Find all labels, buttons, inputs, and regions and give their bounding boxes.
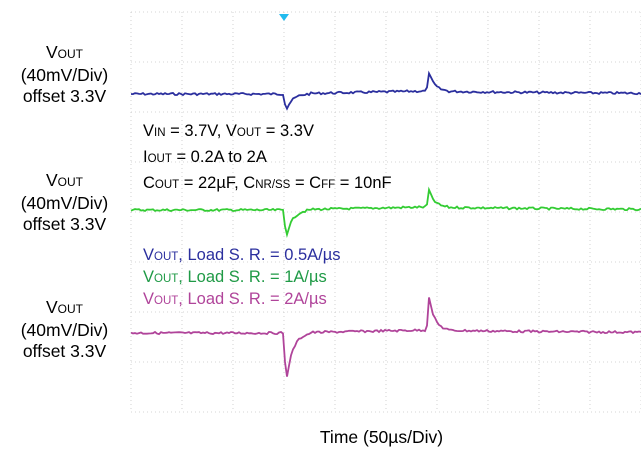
legend-entry-2: VOUT, Load S. R. = 2A/µs: [143, 290, 327, 308]
legend-entry-1: VOUT, Load S. R. = 1A/µs: [143, 268, 327, 286]
y-label-bottom: VOUT (40mV/Div) offset 3.3V: [20, 297, 109, 361]
y-label-top: VOUT (40mV/Div) offset 3.3V: [20, 42, 109, 106]
x-axis-label: Time (50µs/Div): [319, 427, 444, 447]
condition-capacitors: COUT = 22µF, CNR/SS = CFF = 10nF: [143, 174, 392, 192]
trace-series-2: [130, 297, 641, 377]
scope-grid: [130, 11, 641, 413]
y-label-middle: VOUT (40mV/Div) offset 3.3V: [20, 170, 109, 234]
legend-entry-0: VOUT, Load S. R. = 0.5A/µs: [143, 246, 341, 264]
trigger-marker: [279, 14, 289, 21]
condition-vin-vout: VIN = 3.7V, VOUT = 3.3V: [143, 122, 314, 140]
scope-traces: [130, 70, 641, 377]
trace-series-0: [130, 70, 641, 111]
condition-iout: IOUT = 0.2A to 2A: [143, 148, 267, 166]
trace-series-1: [130, 186, 641, 238]
